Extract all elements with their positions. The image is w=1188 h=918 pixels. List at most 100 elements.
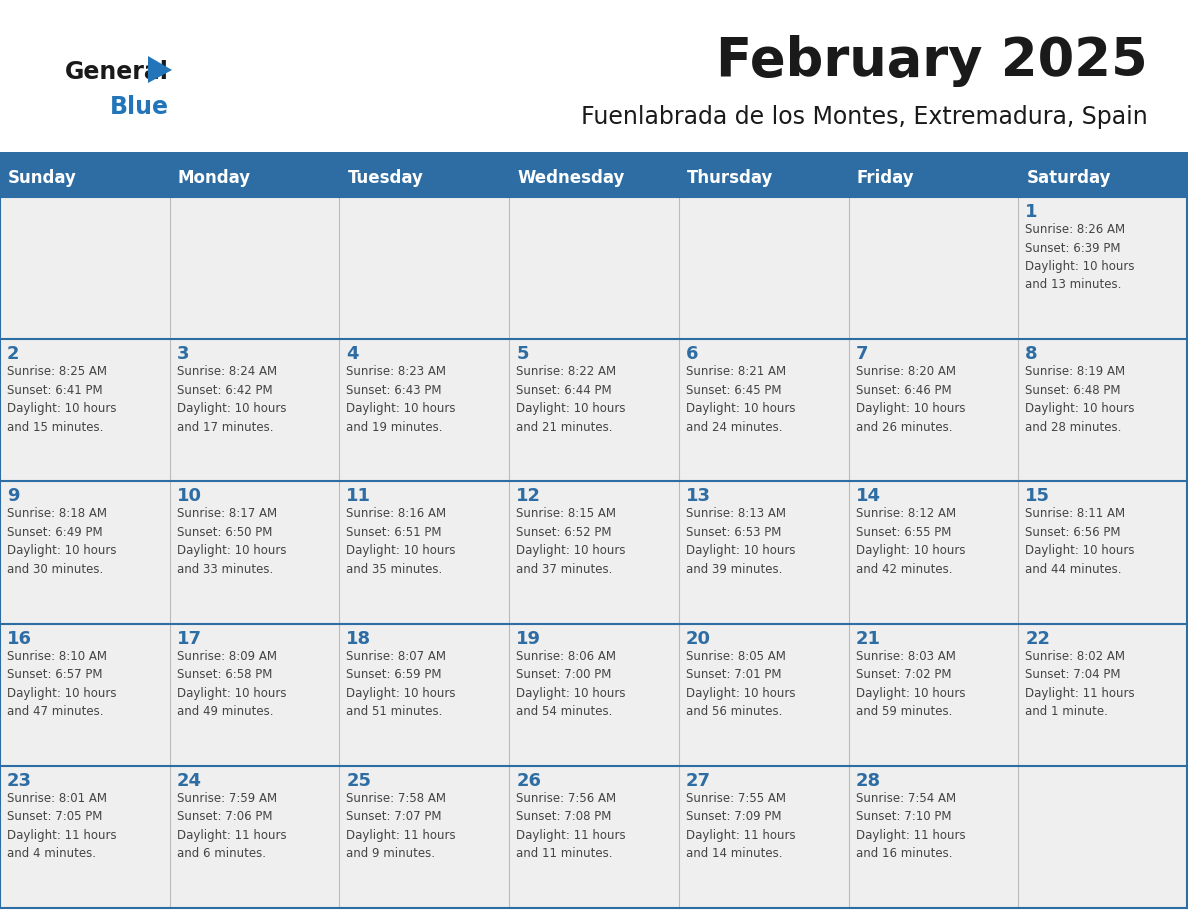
Bar xyxy=(510,339,678,481)
Bar xyxy=(678,623,848,766)
Text: 23: 23 xyxy=(7,772,32,789)
Text: Sunrise: 8:03 AM
Sunset: 7:02 PM
Daylight: 10 hours
and 59 minutes.: Sunrise: 8:03 AM Sunset: 7:02 PM Dayligh… xyxy=(855,650,965,718)
Bar xyxy=(1018,766,1188,908)
Text: 19: 19 xyxy=(516,630,542,647)
Text: Sunrise: 8:13 AM
Sunset: 6:53 PM
Daylight: 10 hours
and 39 minutes.: Sunrise: 8:13 AM Sunset: 6:53 PM Dayligh… xyxy=(685,508,795,576)
Text: Sunrise: 7:54 AM
Sunset: 7:10 PM
Daylight: 11 hours
and 16 minutes.: Sunrise: 7:54 AM Sunset: 7:10 PM Dayligh… xyxy=(855,792,965,860)
Bar xyxy=(170,481,340,623)
Text: Sunrise: 8:10 AM
Sunset: 6:57 PM
Daylight: 10 hours
and 47 minutes.: Sunrise: 8:10 AM Sunset: 6:57 PM Dayligh… xyxy=(7,650,116,718)
Text: 3: 3 xyxy=(177,345,189,364)
Text: 24: 24 xyxy=(177,772,202,789)
Polygon shape xyxy=(148,56,172,83)
Bar xyxy=(848,339,1018,481)
Text: Sunrise: 8:11 AM
Sunset: 6:56 PM
Daylight: 10 hours
and 44 minutes.: Sunrise: 8:11 AM Sunset: 6:56 PM Dayligh… xyxy=(1025,508,1135,576)
Text: Sunrise: 7:55 AM
Sunset: 7:09 PM
Daylight: 11 hours
and 14 minutes.: Sunrise: 7:55 AM Sunset: 7:09 PM Dayligh… xyxy=(685,792,796,860)
Bar xyxy=(848,766,1018,908)
Bar xyxy=(848,481,1018,623)
Text: Sunrise: 8:25 AM
Sunset: 6:41 PM
Daylight: 10 hours
and 15 minutes.: Sunrise: 8:25 AM Sunset: 6:41 PM Dayligh… xyxy=(7,365,116,433)
Text: 25: 25 xyxy=(347,772,372,789)
Bar xyxy=(340,623,510,766)
Text: 7: 7 xyxy=(855,345,868,364)
Text: 4: 4 xyxy=(347,345,359,364)
Text: 16: 16 xyxy=(7,630,32,647)
Bar xyxy=(0,197,170,339)
Text: 2: 2 xyxy=(7,345,19,364)
Bar xyxy=(1018,623,1188,766)
Text: 10: 10 xyxy=(177,487,202,506)
Text: 9: 9 xyxy=(7,487,19,506)
Bar xyxy=(340,339,510,481)
Bar xyxy=(340,766,510,908)
Text: 13: 13 xyxy=(685,487,710,506)
Text: 26: 26 xyxy=(516,772,542,789)
Text: Sunrise: 7:56 AM
Sunset: 7:08 PM
Daylight: 11 hours
and 11 minutes.: Sunrise: 7:56 AM Sunset: 7:08 PM Dayligh… xyxy=(516,792,626,860)
Text: 15: 15 xyxy=(1025,487,1050,506)
Text: 11: 11 xyxy=(347,487,372,506)
Text: Sunrise: 8:26 AM
Sunset: 6:39 PM
Daylight: 10 hours
and 13 minutes.: Sunrise: 8:26 AM Sunset: 6:39 PM Dayligh… xyxy=(1025,223,1135,292)
Text: Fuenlabrada de los Montes, Extremadura, Spain: Fuenlabrada de los Montes, Extremadura, … xyxy=(581,105,1148,129)
Text: Sunrise: 8:18 AM
Sunset: 6:49 PM
Daylight: 10 hours
and 30 minutes.: Sunrise: 8:18 AM Sunset: 6:49 PM Dayligh… xyxy=(7,508,116,576)
Bar xyxy=(340,481,510,623)
Text: Sunrise: 8:12 AM
Sunset: 6:55 PM
Daylight: 10 hours
and 42 minutes.: Sunrise: 8:12 AM Sunset: 6:55 PM Dayligh… xyxy=(855,508,965,576)
Bar xyxy=(1018,197,1188,339)
Bar xyxy=(0,766,170,908)
Text: Sunrise: 7:59 AM
Sunset: 7:06 PM
Daylight: 11 hours
and 6 minutes.: Sunrise: 7:59 AM Sunset: 7:06 PM Dayligh… xyxy=(177,792,286,860)
Bar xyxy=(170,623,340,766)
Text: Sunrise: 8:07 AM
Sunset: 6:59 PM
Daylight: 10 hours
and 51 minutes.: Sunrise: 8:07 AM Sunset: 6:59 PM Dayligh… xyxy=(347,650,456,718)
Bar xyxy=(170,197,340,339)
Text: General: General xyxy=(65,60,169,84)
Text: Sunday: Sunday xyxy=(8,169,77,187)
Bar xyxy=(0,152,1188,159)
Bar xyxy=(678,339,848,481)
Text: 1: 1 xyxy=(1025,203,1038,221)
Bar xyxy=(848,623,1018,766)
Bar xyxy=(0,339,170,481)
Bar xyxy=(1018,481,1188,623)
Bar xyxy=(678,197,848,339)
Text: Blue: Blue xyxy=(110,95,169,119)
Text: Sunrise: 8:01 AM
Sunset: 7:05 PM
Daylight: 11 hours
and 4 minutes.: Sunrise: 8:01 AM Sunset: 7:05 PM Dayligh… xyxy=(7,792,116,860)
Text: Monday: Monday xyxy=(178,169,251,187)
Text: 17: 17 xyxy=(177,630,202,647)
Text: Saturday: Saturday xyxy=(1026,169,1111,187)
Text: Sunrise: 8:22 AM
Sunset: 6:44 PM
Daylight: 10 hours
and 21 minutes.: Sunrise: 8:22 AM Sunset: 6:44 PM Dayligh… xyxy=(516,365,626,433)
Bar xyxy=(170,339,340,481)
Bar xyxy=(1018,339,1188,481)
Text: Wednesday: Wednesday xyxy=(517,169,625,187)
Text: Sunrise: 8:24 AM
Sunset: 6:42 PM
Daylight: 10 hours
and 17 minutes.: Sunrise: 8:24 AM Sunset: 6:42 PM Dayligh… xyxy=(177,365,286,433)
Text: Sunrise: 8:21 AM
Sunset: 6:45 PM
Daylight: 10 hours
and 24 minutes.: Sunrise: 8:21 AM Sunset: 6:45 PM Dayligh… xyxy=(685,365,795,433)
Bar xyxy=(510,766,678,908)
Text: Sunrise: 8:17 AM
Sunset: 6:50 PM
Daylight: 10 hours
and 33 minutes.: Sunrise: 8:17 AM Sunset: 6:50 PM Dayligh… xyxy=(177,508,286,576)
Text: 28: 28 xyxy=(855,772,880,789)
Text: Sunrise: 8:02 AM
Sunset: 7:04 PM
Daylight: 11 hours
and 1 minute.: Sunrise: 8:02 AM Sunset: 7:04 PM Dayligh… xyxy=(1025,650,1135,718)
Text: 5: 5 xyxy=(516,345,529,364)
Bar xyxy=(678,481,848,623)
Bar xyxy=(170,766,340,908)
Text: 21: 21 xyxy=(855,630,880,647)
Bar xyxy=(848,197,1018,339)
Bar xyxy=(510,197,678,339)
Text: Friday: Friday xyxy=(857,169,915,187)
Text: 18: 18 xyxy=(347,630,372,647)
Bar xyxy=(0,481,170,623)
Text: Tuesday: Tuesday xyxy=(347,169,423,187)
Bar xyxy=(340,197,510,339)
Bar xyxy=(678,766,848,908)
Text: 12: 12 xyxy=(516,487,542,506)
Text: Sunrise: 8:23 AM
Sunset: 6:43 PM
Daylight: 10 hours
and 19 minutes.: Sunrise: 8:23 AM Sunset: 6:43 PM Dayligh… xyxy=(347,365,456,433)
Text: 14: 14 xyxy=(855,487,880,506)
Text: Sunrise: 8:16 AM
Sunset: 6:51 PM
Daylight: 10 hours
and 35 minutes.: Sunrise: 8:16 AM Sunset: 6:51 PM Dayligh… xyxy=(347,508,456,576)
Bar xyxy=(0,159,1188,197)
Bar xyxy=(510,623,678,766)
Text: February 2025: February 2025 xyxy=(716,35,1148,87)
Text: Sunrise: 8:19 AM
Sunset: 6:48 PM
Daylight: 10 hours
and 28 minutes.: Sunrise: 8:19 AM Sunset: 6:48 PM Dayligh… xyxy=(1025,365,1135,433)
Text: Sunrise: 8:15 AM
Sunset: 6:52 PM
Daylight: 10 hours
and 37 minutes.: Sunrise: 8:15 AM Sunset: 6:52 PM Dayligh… xyxy=(516,508,626,576)
Bar xyxy=(0,623,170,766)
Text: Sunrise: 8:09 AM
Sunset: 6:58 PM
Daylight: 10 hours
and 49 minutes.: Sunrise: 8:09 AM Sunset: 6:58 PM Dayligh… xyxy=(177,650,286,718)
Text: 6: 6 xyxy=(685,345,699,364)
Text: Sunrise: 8:06 AM
Sunset: 7:00 PM
Daylight: 10 hours
and 54 minutes.: Sunrise: 8:06 AM Sunset: 7:00 PM Dayligh… xyxy=(516,650,626,718)
Text: 20: 20 xyxy=(685,630,710,647)
Text: Sunrise: 8:20 AM
Sunset: 6:46 PM
Daylight: 10 hours
and 26 minutes.: Sunrise: 8:20 AM Sunset: 6:46 PM Dayligh… xyxy=(855,365,965,433)
Text: Sunrise: 8:05 AM
Sunset: 7:01 PM
Daylight: 10 hours
and 56 minutes.: Sunrise: 8:05 AM Sunset: 7:01 PM Dayligh… xyxy=(685,650,795,718)
Bar xyxy=(510,481,678,623)
